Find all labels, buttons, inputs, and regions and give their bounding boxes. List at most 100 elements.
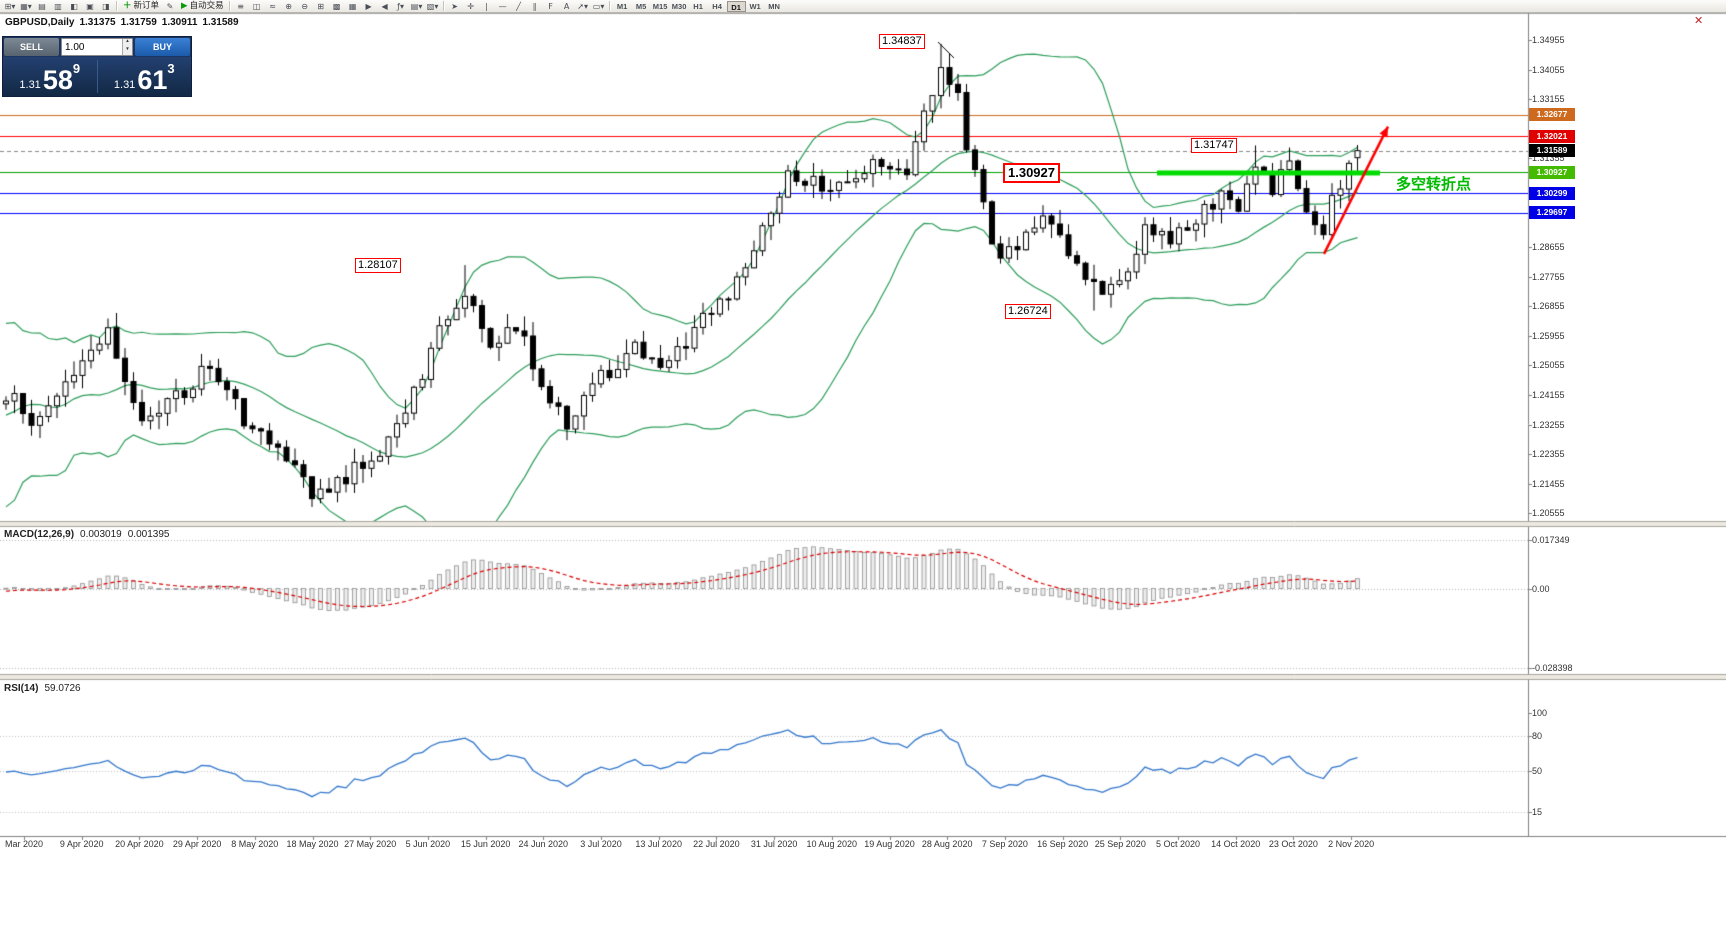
macd-main-value: 0.003019	[80, 529, 122, 540]
zoom-in-icon[interactable]: ⊕	[285, 1, 292, 11]
price-callout: 1.26724	[1005, 304, 1051, 319]
autotrading-button-label: 自动交易	[189, 0, 224, 11]
ask-digits: 61	[137, 65, 168, 96]
timeframe-h4[interactable]: H4	[712, 1, 722, 11]
cascade-windows-icon[interactable]: ▩	[332, 1, 341, 11]
strategy-tester-icon[interactable]: ◨	[102, 1, 110, 11]
date-axis-label: 25 Sep 2020	[1094, 839, 1146, 849]
macd-axis-tick: 0.00	[1532, 583, 1550, 594]
date-axis-label: 22 Jul 2020	[693, 839, 740, 849]
timeframe-m30[interactable]: M30	[671, 1, 687, 11]
price-axis-tick: 1.31355	[1532, 153, 1565, 164]
chart-close-button[interactable]: ✕	[1694, 14, 1704, 27]
rsi-axis-tick: 100	[1532, 708, 1548, 718]
shapes-icon[interactable]: ▭▾	[592, 1, 605, 11]
terminal-icon[interactable]: ▣	[86, 1, 94, 11]
price-axis-tick: 1.20555	[1532, 508, 1565, 519]
price-axis-tick: 1.27755	[1532, 271, 1565, 282]
volume-input[interactable]	[62, 39, 122, 55]
metaeditor-icon[interactable]: ✎	[166, 1, 174, 11]
timeframe-w1[interactable]: W1	[749, 1, 761, 11]
date-axis-label: 28 Aug 2020	[921, 839, 973, 849]
date-axis-label: 16 Sep 2020	[1037, 839, 1089, 849]
timeframe-h1[interactable]: H1	[693, 1, 703, 11]
date-axis-label: 13 Jul 2020	[635, 839, 682, 849]
candlestick-chart-icon[interactable]: ◫	[252, 1, 261, 11]
timeframe-d1[interactable]: D1	[726, 0, 746, 12]
price-axis-tick: 1.21455	[1532, 478, 1565, 489]
date-axis-label: Mar 2020	[4, 839, 44, 849]
autoscroll-icon[interactable]: ▶	[365, 1, 372, 11]
navigator-icon[interactable]: ◧	[70, 1, 78, 11]
buy-button[interactable]: BUY	[135, 38, 190, 56]
data-window-icon[interactable]: ▥	[54, 1, 62, 11]
tile-windows-icon[interactable]: ⊞	[317, 1, 324, 11]
periods-icon[interactable]: ▤▾	[410, 1, 423, 11]
new-order-button[interactable]: ＋新订单	[120, 1, 162, 12]
ohlc-high: 1.31759	[120, 17, 157, 28]
date-axis-label: 2 Nov 2020	[1328, 839, 1375, 849]
sell-button[interactable]: SELL	[4, 38, 59, 56]
channel-icon[interactable]: ∥	[532, 1, 537, 11]
templates-icon[interactable]: ▧▾	[426, 1, 439, 11]
timeframe-m1[interactable]: M1	[616, 1, 628, 11]
price-axis-tick: 1.25955	[1532, 330, 1565, 341]
price-tag-1.30299: 1.30299	[1529, 186, 1575, 200]
date-axis-label: 23 Oct 2020	[1268, 839, 1318, 849]
ohlc-close: 1.31589	[202, 17, 239, 28]
volume-up-icon[interactable]: ▲	[125, 38, 130, 43]
date-axis-label: 14 Oct 2020	[1211, 839, 1261, 849]
date-axis-label: 19 Aug 2020	[864, 839, 915, 849]
price-axis-tick: 1.22355	[1532, 449, 1565, 460]
date-axis-label: 31 Jul 2020	[750, 839, 798, 849]
price-callout: 1.34837	[879, 34, 925, 49]
market-watch-icon[interactable]: ▤	[38, 1, 46, 11]
crosshair-icon[interactable]: ✛	[467, 1, 474, 11]
toolbar: ⊞▾ ▦▾ ▤ ▥ ◧ ▣ ◨ ＋新订单 ✎ ▶ 自动交易 ≡ ◫ ≈ ⊕ ⊖ ⊞ ▩ ▦ ▶ ◀ ƒ▾ ▤▾ ▧▾ ➤ ✛ | — ╱…	[0, 0, 1726, 13]
chart-shift-icon[interactable]: ◀	[381, 1, 388, 11]
trendline-icon[interactable]: ╱	[516, 1, 521, 11]
line-chart-icon[interactable]: ≈	[269, 1, 276, 11]
fibonacci-icon[interactable]: F	[548, 1, 553, 11]
date-axis-label: 15 Jun 2020	[460, 839, 511, 849]
price-axis-tick: 1.23255	[1532, 419, 1565, 430]
price-axis-tick: 1.33155	[1532, 94, 1565, 105]
rsi-axis-tick: 50	[1532, 766, 1543, 776]
cursor-icon[interactable]: ➤	[451, 1, 458, 11]
new-chart-icon[interactable]: ⊞▾	[4, 1, 16, 11]
horizontal-line-icon[interactable]: —	[498, 1, 507, 11]
price-axis-tick: 1.24155	[1532, 390, 1565, 401]
price-tag-1.31589: 1.31589	[1529, 144, 1575, 158]
arrange-windows-icon[interactable]: ▦	[348, 1, 357, 11]
ohlc-open: 1.31375	[79, 17, 116, 28]
vertical-line-icon[interactable]: |	[485, 1, 488, 11]
volume-down-icon[interactable]: ▼	[125, 46, 130, 51]
price-axis-tick: 1.28655	[1532, 242, 1565, 253]
profiles-icon[interactable]: ▦▾	[20, 1, 32, 11]
volume-stepper[interactable]: ▲ ▼	[61, 38, 133, 56]
price-callout: 1.28107	[355, 258, 401, 273]
timeframe-mn[interactable]: MN	[768, 1, 780, 11]
volume-spinner[interactable]: ▲ ▼	[122, 39, 132, 55]
zoom-out-icon[interactable]: ⊖	[301, 1, 308, 11]
date-axis-label: 29 Apr 2020	[172, 839, 222, 849]
date-axis-label: 3 Jul 2020	[580, 839, 622, 849]
price-divider	[96, 60, 98, 93]
date-axis-label: 18 May 2020	[286, 839, 339, 849]
new-order-button-icon: ＋	[123, 0, 132, 11]
date-axis-label: 5 Oct 2020	[1155, 839, 1201, 849]
rsi-axis-tick: 80	[1532, 731, 1543, 742]
bar-chart-icon[interactable]: ≡	[237, 1, 244, 11]
arrows-icon[interactable]: ➚▾	[577, 1, 588, 11]
autotrading-button[interactable]: ▶ 自动交易	[178, 1, 227, 12]
toolbar-separator	[608, 1, 611, 11]
indicators-icon[interactable]: ƒ▾	[397, 1, 405, 11]
rsi-label: RSI(14) 59.0726	[4, 683, 81, 694]
timeframe-m15[interactable]: M15	[652, 1, 668, 11]
timeframe-m5[interactable]: M5	[635, 1, 647, 11]
text-icon[interactable]: A	[563, 1, 570, 11]
macd-axis-tick: 0.017349	[1532, 535, 1570, 545]
price-tag-1.30927: 1.30927	[1529, 165, 1575, 179]
